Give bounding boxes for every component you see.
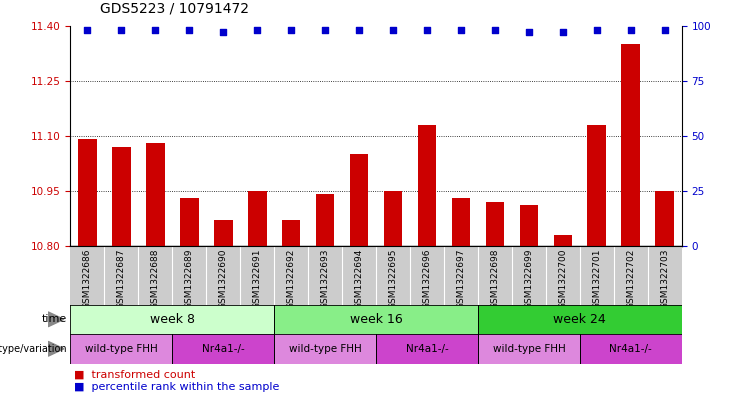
Text: GSM1322689: GSM1322689 [185,248,193,309]
Bar [451,198,471,246]
Point [523,29,535,35]
Bar [655,191,674,246]
Bar [478,246,512,305]
Bar [588,125,606,246]
Text: week 16: week 16 [350,313,402,326]
Text: GSM1322691: GSM1322691 [253,248,262,309]
Text: GSM1322696: GSM1322696 [422,248,431,309]
Text: GSM1322692: GSM1322692 [287,248,296,309]
Bar [384,191,402,246]
Bar [172,246,206,305]
Text: genotype/variation: genotype/variation [0,344,67,354]
Bar [546,246,579,305]
Bar [139,246,172,305]
Bar [70,334,172,364]
Text: week 8: week 8 [150,313,195,326]
Text: GSM1322699: GSM1322699 [525,248,534,309]
Point [150,27,162,33]
Text: GSM1322693: GSM1322693 [321,248,330,309]
Point [489,27,501,33]
Text: GSM1322695: GSM1322695 [388,248,397,309]
Text: GSM1322703: GSM1322703 [660,248,669,309]
Bar [274,305,478,334]
Point [319,27,331,33]
Bar [350,154,368,246]
Bar [485,202,505,246]
Text: Nr4a1-/-: Nr4a1-/- [609,344,652,354]
Bar [376,246,410,305]
Bar [648,246,682,305]
Text: GSM1322688: GSM1322688 [151,248,160,309]
Bar [78,139,97,246]
Point [659,27,671,33]
Bar [444,246,478,305]
Bar [70,305,274,334]
Point [116,27,127,33]
Bar [478,305,682,334]
Bar [614,246,648,305]
Bar [112,147,130,246]
Bar [478,334,579,364]
Text: GSM1322702: GSM1322702 [626,248,635,309]
Text: wild-type FHH: wild-type FHH [493,344,565,354]
Bar [282,220,301,246]
Bar [146,143,165,246]
Bar [579,246,614,305]
Polygon shape [48,312,64,327]
Bar [410,246,444,305]
Text: week 24: week 24 [554,313,606,326]
Bar [274,334,376,364]
Point [557,29,569,35]
Bar [274,246,308,305]
Bar [342,246,376,305]
Text: time: time [41,314,67,324]
Text: GSM1322697: GSM1322697 [456,248,465,309]
Text: GSM1322686: GSM1322686 [83,248,92,309]
Bar [172,334,274,364]
Point [251,27,263,33]
Text: GSM1322698: GSM1322698 [491,248,499,309]
Text: wild-type FHH: wild-type FHH [289,344,362,354]
Bar [206,246,240,305]
Point [183,27,195,33]
Point [353,27,365,33]
Text: wild-type FHH: wild-type FHH [85,344,158,354]
Text: ■  transformed count: ■ transformed count [74,369,196,380]
Bar [240,246,274,305]
Bar [622,44,640,246]
Bar [418,125,436,246]
Text: GDS5223 / 10791472: GDS5223 / 10791472 [100,2,249,16]
Bar [554,235,572,246]
Point [82,27,93,33]
Bar [180,198,199,246]
Bar [512,246,546,305]
Point [455,27,467,33]
Text: GSM1322701: GSM1322701 [592,248,601,309]
Point [217,29,229,35]
Bar [104,246,139,305]
Bar [214,220,233,246]
Text: GSM1322694: GSM1322694 [355,248,364,309]
Point [421,27,433,33]
Bar [70,246,104,305]
Bar [376,334,478,364]
Bar [247,191,267,246]
Bar [316,194,334,246]
Text: GSM1322687: GSM1322687 [117,248,126,309]
Bar [308,246,342,305]
Point [625,27,637,33]
Bar [579,334,682,364]
Text: Nr4a1-/-: Nr4a1-/- [202,344,245,354]
Text: Nr4a1-/-: Nr4a1-/- [405,344,448,354]
Bar [519,205,538,246]
Text: GSM1322700: GSM1322700 [559,248,568,309]
Text: ■  percentile rank within the sample: ■ percentile rank within the sample [74,382,279,392]
Polygon shape [48,342,64,356]
Point [591,27,602,33]
Point [285,27,297,33]
Text: GSM1322690: GSM1322690 [219,248,227,309]
Point [387,27,399,33]
